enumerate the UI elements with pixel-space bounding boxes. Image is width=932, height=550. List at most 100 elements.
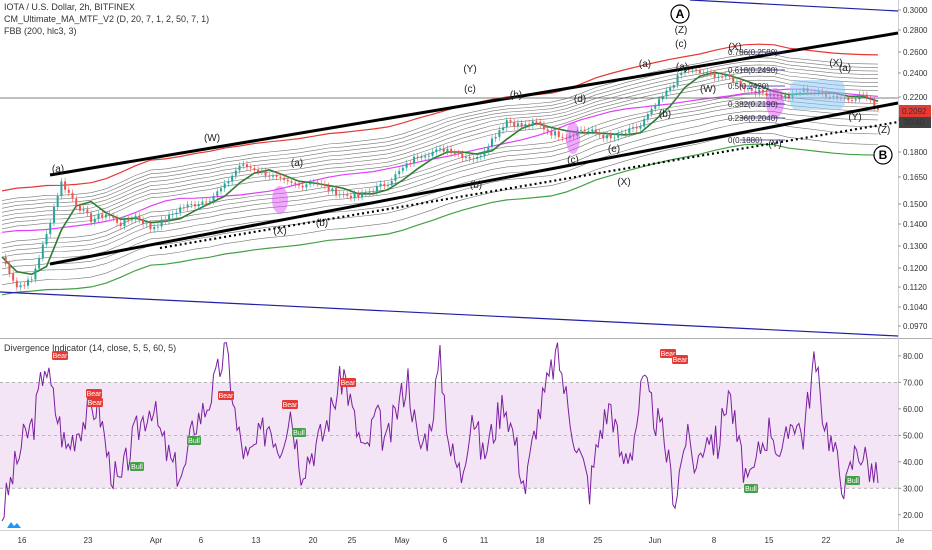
candle-body [635,127,638,129]
fib-band-line [1,53,879,201]
price-pane[interactable] [0,0,932,531]
candle-body [598,132,601,135]
wave-label: (X) [829,58,842,69]
wave-label: (b) [316,218,328,229]
circle-marker-label: B [879,148,888,162]
price-tick-label: 0.1400 [903,220,928,229]
bear-signal-label: Bear [53,353,68,360]
bull-signal-label: Bull [745,486,757,493]
time-tick-label: 22 [822,536,831,545]
bear-signal-label: Bear [341,380,356,387]
wave-label: (b) [510,90,522,101]
candle-body [49,222,52,235]
current-price-badge [899,105,931,117]
wave-label: (Y) [463,64,476,75]
fib-band-line [1,64,879,213]
symbol-title: IOTA / U.S. Dollar, 2h, BITFINEX [4,2,135,12]
candle-body [127,219,130,221]
candle-body [275,175,278,177]
candle-body [572,135,575,137]
osc-tick-label: 40.00 [903,458,924,467]
candle-body [580,129,583,131]
candle-body [71,192,74,199]
candle-body [672,84,675,88]
candle-body [787,95,790,98]
candle-body [550,131,553,136]
candle-body [606,135,609,139]
candle-body [142,219,145,224]
candle-body [346,194,349,196]
fib-band-line [1,93,879,244]
candle-body [349,195,352,199]
candle-body [398,170,401,175]
fib-band-line [1,60,879,209]
candle-body [271,175,274,177]
candle-body [156,226,159,228]
tradingview-logo-icon [7,522,21,528]
oscillator-pane[interactable] [0,342,898,522]
candle-body [554,131,557,136]
bull-signal-badge [130,462,144,471]
countdown-badge [899,117,931,128]
fib-level-label: 0.618(0.2490) [728,66,778,75]
candle-body [212,195,215,202]
candle-body [112,216,115,219]
wave-annotations: 0.786(0.2580) 0.618(0.2490) 0.5(0.2420) 0.3… [52,4,893,493]
fib-level-label: 0.5(0.2420) [728,82,769,91]
candle-body [632,127,635,129]
price-tick-label: 0.1200 [903,264,928,273]
candle-body [427,155,430,157]
blue-trend-bottom [0,291,899,337]
candle-body [654,105,657,109]
candle-body [64,181,67,190]
candle-body [516,123,519,127]
candle-body [862,94,865,96]
candle-body [483,150,486,156]
candle-body [873,100,876,108]
candle-body [30,279,33,281]
time-tick-label: 8 [712,536,717,545]
candle-body [312,182,315,184]
candle-body [602,134,605,139]
candle-body [413,156,416,164]
candle-body [19,285,22,288]
candle-body [108,214,111,217]
candle-body [264,170,267,176]
candle-body [338,194,341,196]
candle-body [175,212,178,215]
candle-body [869,98,872,101]
bear-signal-badge [672,355,688,364]
time-tick-label: 18 [536,536,545,545]
osc-band-fill [0,382,898,489]
time-tick-label: 6 [443,536,448,545]
candle-body [409,163,412,165]
wave-label: (b) [470,180,482,191]
wave-label: (X) [617,177,630,188]
candle-body [487,146,490,151]
time-tick-label: 16 [18,536,27,545]
candle-body [38,258,41,269]
circle-marker [670,4,690,24]
basis-line [1,88,879,233]
price-tick-label: 0.2800 [903,26,928,35]
candle-body [505,120,508,128]
candle-body [765,92,768,96]
candle-body [442,148,445,152]
bear-signal-badge [218,391,234,400]
moving-average-line [1,71,879,276]
candle-body [323,184,326,186]
wave-label: (c) [464,84,476,95]
time-tick-label: Je [896,536,905,545]
wave-label: (c) [567,155,579,166]
price-tick-label: 0.3000 [903,6,928,15]
candle-body [479,155,482,157]
candle-body [208,201,211,203]
candle-body [502,127,505,131]
price-tick-label: 0.2200 [903,93,928,102]
candle-body [238,165,241,171]
candle-body [130,219,133,221]
candle-body [747,88,750,90]
wave-label: (X) [728,42,741,53]
candle-body [583,129,586,132]
